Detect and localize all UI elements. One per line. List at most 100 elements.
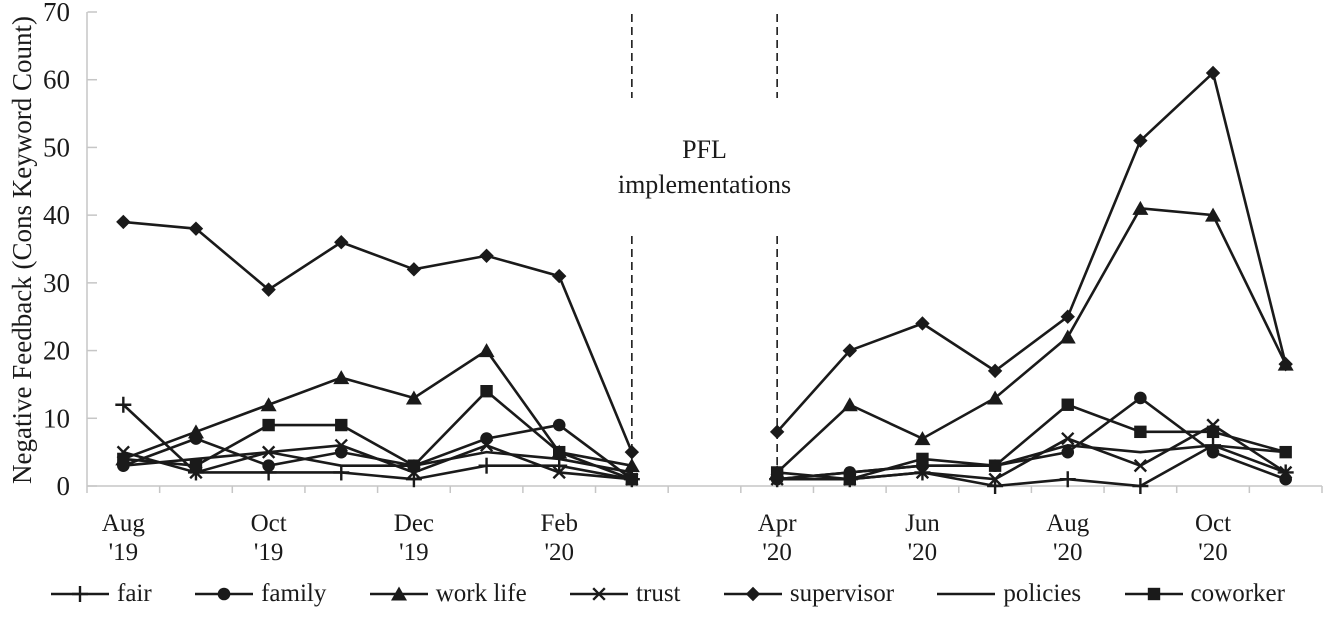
pfl-annotation-text: PFL — [682, 135, 727, 164]
pfl-annotation-group: PFL implementations — [618, 14, 791, 486]
triangle-marker — [187, 424, 204, 439]
square-marker — [1061, 398, 1074, 411]
x-tick-label-month: Oct — [1195, 510, 1231, 537]
x-tick-label-month: Aug — [1046, 510, 1090, 537]
x-axis-labels: Aug'19Oct'19Dec'19Feb'20Apr'20Jun'20Aug'… — [102, 510, 1231, 566]
legend-label: coworker — [1190, 580, 1285, 607]
square-marker — [553, 445, 566, 459]
y-tick-label: 70 — [43, 0, 70, 27]
x-marker — [1279, 465, 1293, 480]
y-tick-label: 60 — [43, 65, 70, 95]
circle-marker — [1279, 472, 1292, 486]
series-fair — [115, 396, 1294, 494]
legend-label: supervisor — [789, 580, 895, 607]
diamond-marker — [624, 444, 640, 460]
triangle-marker — [623, 458, 640, 473]
series-line — [122, 443, 632, 481]
x-tick-label-year: '20 — [544, 539, 574, 566]
circle-marker — [217, 587, 231, 601]
legend-label: fair — [117, 580, 152, 607]
legend-label: work life — [435, 580, 527, 607]
square-marker — [1134, 425, 1147, 439]
square-marker — [916, 452, 929, 466]
circle-marker — [1061, 445, 1075, 459]
y-tick-label: 20 — [43, 336, 70, 366]
series-work-life — [115, 200, 1294, 479]
square-marker — [625, 473, 639, 486]
y-tick-label: 10 — [43, 403, 70, 433]
diamond-marker — [842, 343, 857, 358]
x-tick-label-month: Apr — [758, 510, 798, 537]
line-chart: Negative Feedback (Cons Keyword Count) 0… — [7, 0, 1323, 566]
diamond-marker — [1205, 65, 1221, 81]
series-line — [777, 444, 1286, 481]
x-tick-label-month: Aug — [102, 510, 146, 537]
diamond-marker — [479, 248, 494, 263]
square-marker — [770, 466, 784, 479]
circle-marker — [1134, 391, 1147, 405]
legend-item-coworker: coworker — [1124, 580, 1285, 608]
x-marker — [552, 465, 566, 480]
square-marker — [988, 459, 1002, 472]
legend-label: family — [261, 580, 327, 607]
diamond-marker — [1278, 356, 1293, 372]
diamond-marker — [334, 235, 349, 250]
legend-item-family: family — [194, 580, 326, 608]
diamond-marker — [261, 282, 276, 297]
legend-item-trust: trust — [569, 580, 681, 608]
square-marker — [1279, 445, 1292, 459]
triangle-marker — [405, 390, 422, 405]
x-tick-label-year: '20 — [762, 539, 792, 566]
y-tick-label: 40 — [43, 200, 70, 230]
legend-sample-diamond — [723, 586, 782, 602]
triangle-marker — [914, 431, 931, 446]
legend-label: policies — [1003, 580, 1082, 607]
diamond-marker — [1133, 133, 1148, 148]
x-marker — [1133, 459, 1148, 473]
series-line — [776, 70, 1287, 433]
diamond-marker — [552, 268, 567, 284]
series-trust — [116, 418, 1293, 486]
legend-item-supervisor: supervisor — [723, 580, 894, 608]
x-tick-label-year: '19 — [254, 539, 284, 566]
square-marker — [1206, 425, 1220, 439]
x-tick-label-month: Dec — [394, 510, 434, 537]
legend-sample-plus — [51, 586, 109, 602]
diamond-marker — [769, 424, 785, 440]
diamond-marker — [987, 363, 1003, 379]
x-marker — [988, 472, 1002, 486]
series-coworker — [117, 385, 1292, 486]
x-tick-label-year: '20 — [1053, 539, 1083, 566]
series-line — [123, 389, 633, 481]
triangle-marker — [987, 390, 1004, 405]
x-tick-label-month: Feb — [540, 510, 578, 537]
circle-marker — [480, 432, 493, 445]
x-tick-label-year: '20 — [1198, 539, 1228, 566]
triangle-marker — [841, 397, 858, 412]
triangle-marker — [1059, 329, 1076, 344]
diamond-marker — [915, 316, 930, 331]
legend-sample-square — [1124, 587, 1183, 601]
x-marker — [1061, 431, 1075, 446]
legend-item-policies: policies — [936, 580, 1081, 608]
y-tick-label: 50 — [43, 132, 70, 162]
legend-sample-circle — [195, 587, 254, 601]
diamond-marker — [1060, 309, 1075, 324]
legend-sample-x — [570, 587, 629, 601]
square-marker — [407, 459, 421, 472]
diamond-marker — [116, 214, 131, 230]
triangle-marker — [260, 397, 277, 412]
triangle-marker — [390, 586, 407, 601]
series-supervisor — [116, 65, 1293, 460]
x-tick-label-month: Oct — [251, 510, 287, 537]
legend-sample-triangle — [369, 586, 428, 601]
x-marker — [592, 587, 606, 601]
square-marker — [335, 418, 348, 432]
series-line — [122, 403, 633, 481]
legend-sample-none — [937, 592, 996, 596]
circle-marker — [1206, 445, 1220, 459]
square-marker — [480, 385, 493, 398]
legend-label: trust — [636, 580, 681, 607]
square-marker — [117, 452, 130, 466]
